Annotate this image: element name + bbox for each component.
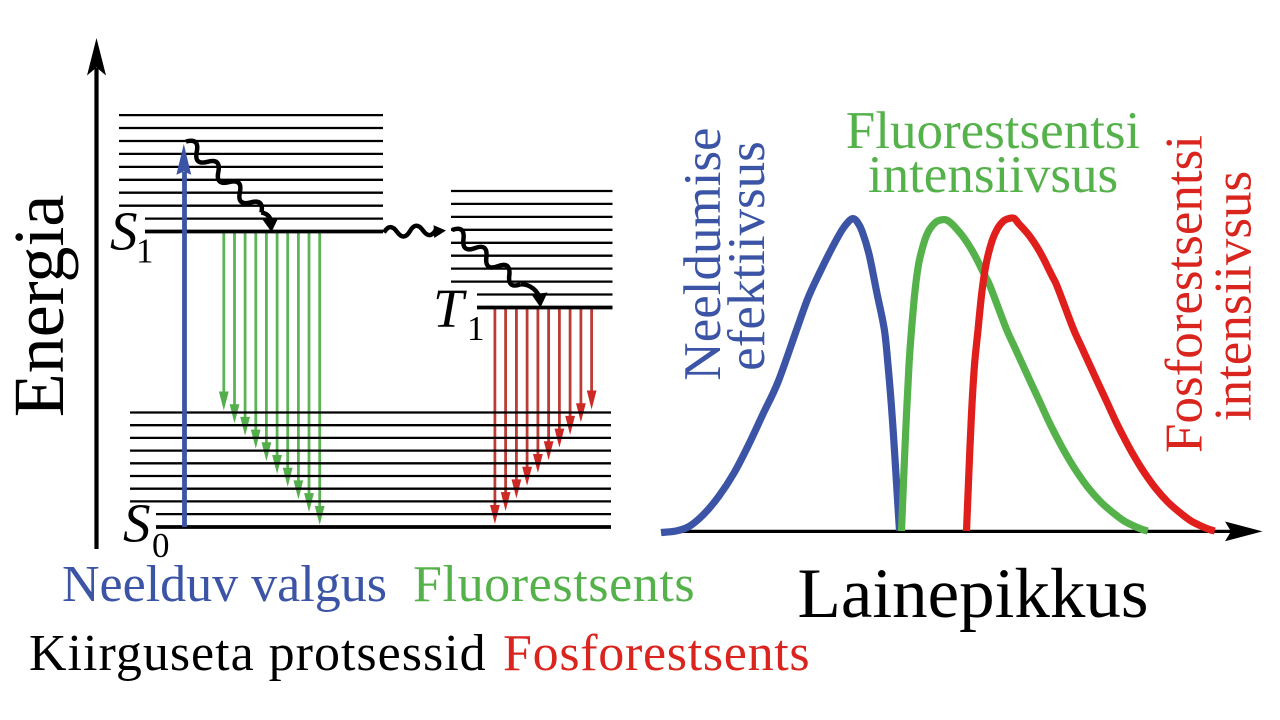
svg-text:Fluorestsents: Fluorestsents: [413, 556, 695, 613]
svg-text:Neelduv valgus: Neelduv valgus: [62, 556, 387, 613]
svg-text:Lainepikkus: Lainepikkus: [798, 555, 1149, 633]
svg-text:Kiirguseta protsessid: Kiirguseta protsessid: [29, 625, 487, 682]
svg-text:0: 0: [152, 526, 170, 565]
svg-text:efektiivsus: efektiivsus: [718, 141, 776, 371]
svg-text:1: 1: [136, 232, 154, 271]
svg-text:1: 1: [467, 309, 485, 348]
svg-text:S: S: [123, 493, 151, 554]
svg-text:Fluorestsentsi: Fluorestsentsi: [846, 102, 1140, 160]
svg-text:intensiivsus: intensiivsus: [1205, 171, 1263, 421]
svg-text:Neeldumise: Neeldumise: [674, 127, 732, 380]
svg-text:S: S: [110, 201, 138, 262]
svg-text:Energia: Energia: [0, 195, 79, 418]
svg-text:intensiivsus: intensiivsus: [868, 146, 1118, 204]
svg-text:Fosforestsentsi: Fosforestsentsi: [1156, 135, 1214, 453]
svg-text:Fosforestsents: Fosforestsents: [503, 625, 810, 682]
svg-text:T: T: [433, 278, 467, 339]
